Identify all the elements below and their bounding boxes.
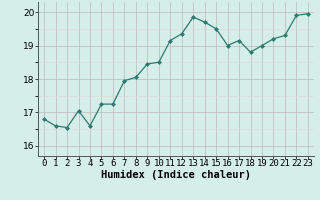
X-axis label: Humidex (Indice chaleur): Humidex (Indice chaleur) [101,170,251,180]
